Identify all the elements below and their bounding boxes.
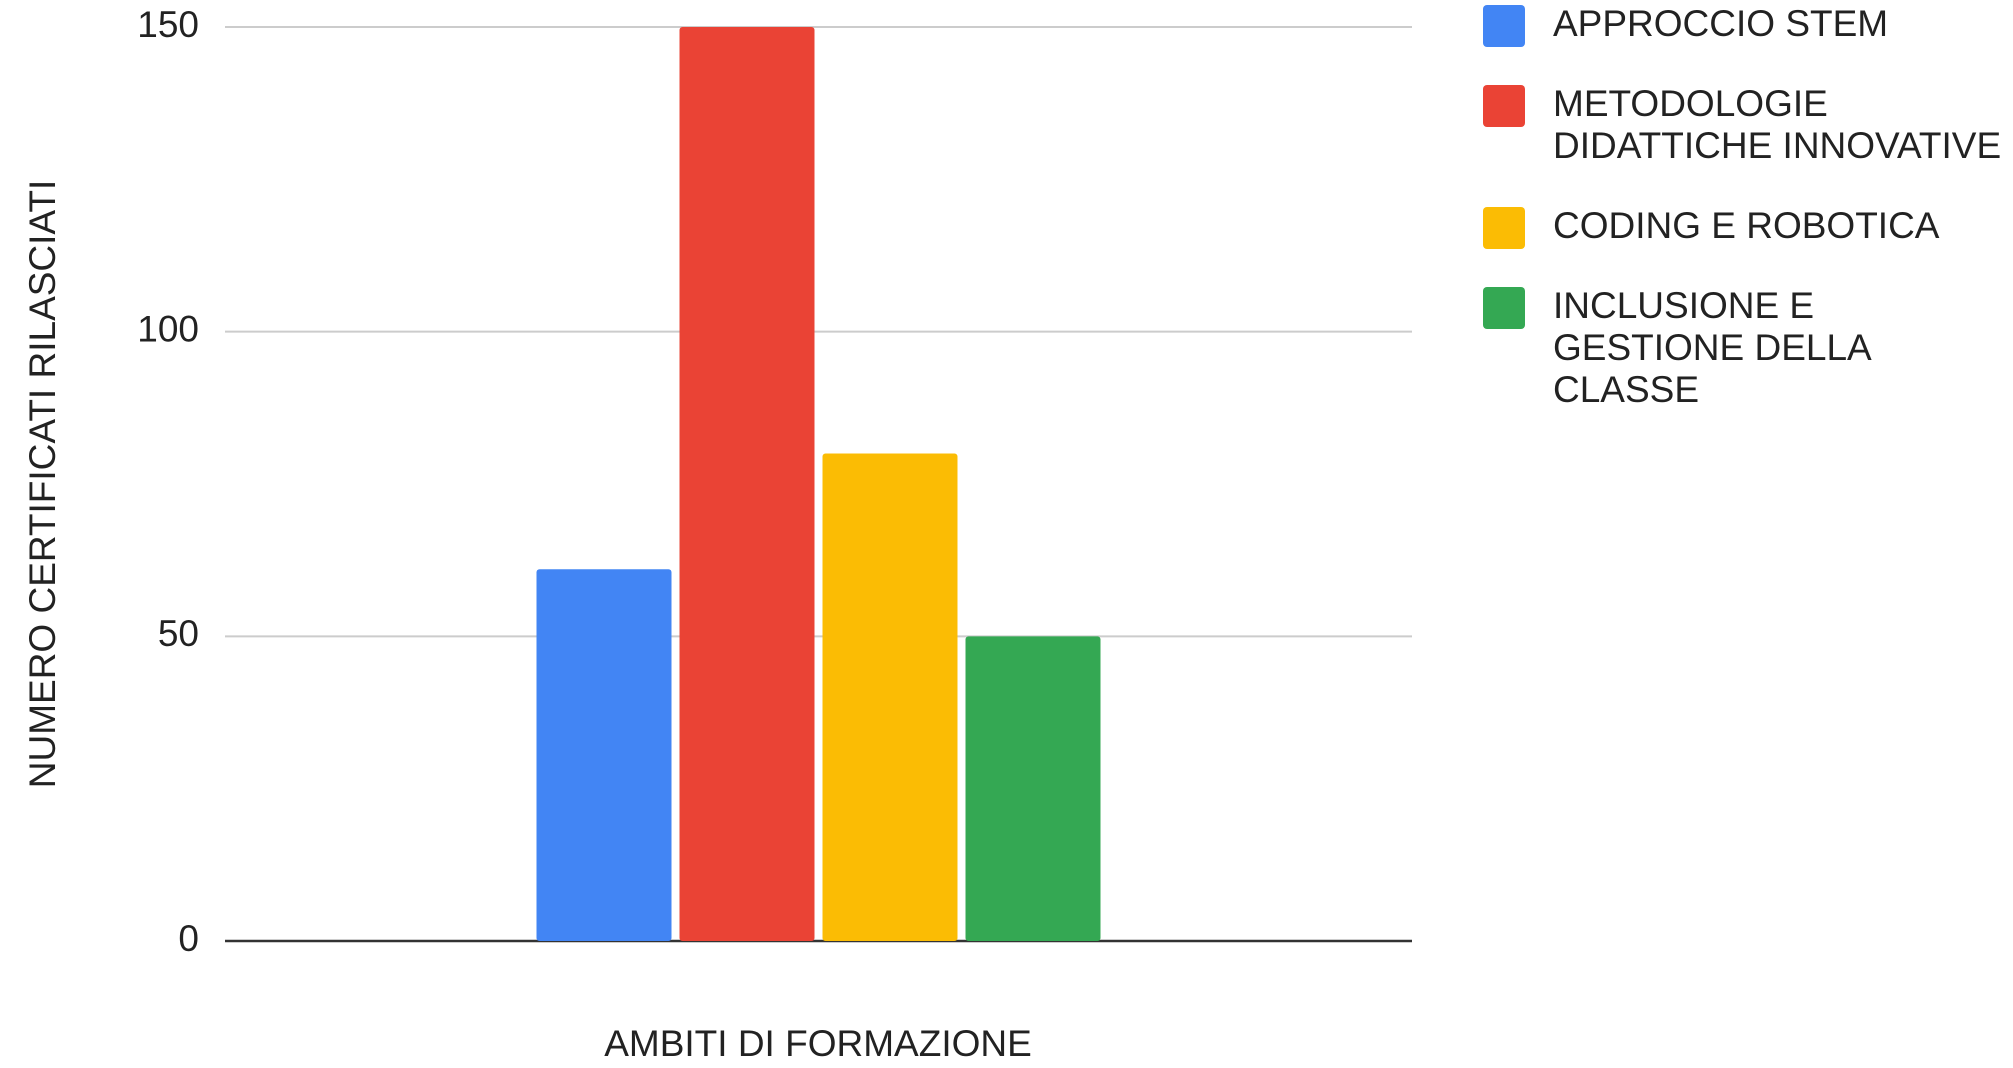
y-tick-label: 150 bbox=[137, 4, 199, 45]
legend-swatch bbox=[1483, 85, 1525, 127]
x-axis-title: AMBITI DI FORMAZIONE bbox=[604, 1023, 1032, 1064]
legend-label: APPROCCIO STEM bbox=[1553, 3, 1888, 44]
y-tick-label: 0 bbox=[178, 918, 199, 959]
y-axis-title: NUMERO CERTIFICATI RILASCIATI bbox=[22, 180, 63, 789]
y-tick-label: 100 bbox=[137, 308, 199, 349]
y-tick-label: 50 bbox=[158, 613, 199, 654]
bar bbox=[536, 569, 672, 941]
bar bbox=[965, 636, 1101, 941]
legend-label: CODING E ROBOTICA bbox=[1553, 205, 1940, 246]
legend-swatch bbox=[1483, 287, 1525, 329]
legend-label: INCLUSIONE E GESTIONE DELLA CLASSE bbox=[1553, 285, 1872, 410]
bar bbox=[679, 27, 815, 941]
legend-label: METODOLOGIE DIDATTICHE INNOVATIVE bbox=[1553, 83, 2001, 166]
legend-swatch bbox=[1483, 5, 1525, 47]
bar bbox=[822, 453, 958, 941]
legend-swatch bbox=[1483, 207, 1525, 249]
